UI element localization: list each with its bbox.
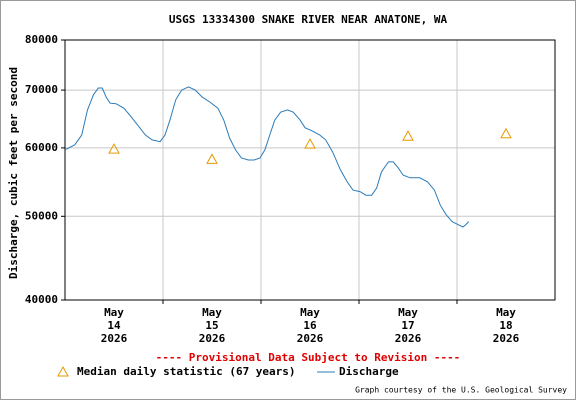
x-tick-label: May	[398, 306, 418, 319]
legend-label: Median daily statistic (67 years)	[77, 365, 296, 378]
credit: Graph courtesy of the U.S. Geological Su…	[355, 386, 567, 395]
y-tick-label: 80000	[25, 33, 58, 46]
x-tick-label: 2026	[199, 332, 226, 345]
x-tick-label: May	[300, 306, 320, 319]
y-tick-label: 70000	[25, 83, 58, 96]
x-tick-label: 16	[303, 319, 317, 332]
median-marker	[108, 143, 120, 154]
x-tick-label: 2026	[101, 332, 128, 345]
x-tick-label: 14	[107, 319, 121, 332]
y-tick-label: 40000	[25, 293, 58, 306]
plot-frame	[64, 39, 556, 301]
median-marker	[206, 153, 218, 164]
provisional-note: ---- Provisional Data Subject to Revisio…	[156, 351, 461, 364]
median-marker	[500, 127, 512, 139]
x-tick-label: May	[202, 306, 222, 319]
x-tick-label: 2026	[395, 332, 422, 345]
y-tick-label: 50000	[25, 209, 58, 222]
legend-label: Discharge	[339, 365, 399, 378]
y-tick-label: 60000	[25, 141, 58, 154]
median-marker	[304, 138, 316, 149]
x-tick-label: May	[496, 306, 516, 319]
x-tick-label: 2026	[493, 332, 520, 345]
x-tick-label: 17	[401, 319, 414, 332]
x-tick-label: 15	[205, 319, 218, 332]
y-axis-label: Discharge, cubic feet per second	[7, 67, 20, 279]
x-tick-label: May	[104, 306, 124, 319]
median-marker	[402, 130, 414, 141]
discharge-line	[64, 86, 470, 228]
x-tick-label: 2026	[297, 332, 324, 345]
chart-title: USGS 13334300 SNAKE RIVER NEAR ANATONE, …	[169, 13, 448, 26]
legend-symbol	[57, 365, 69, 377]
x-tick-label: 18	[499, 319, 512, 332]
